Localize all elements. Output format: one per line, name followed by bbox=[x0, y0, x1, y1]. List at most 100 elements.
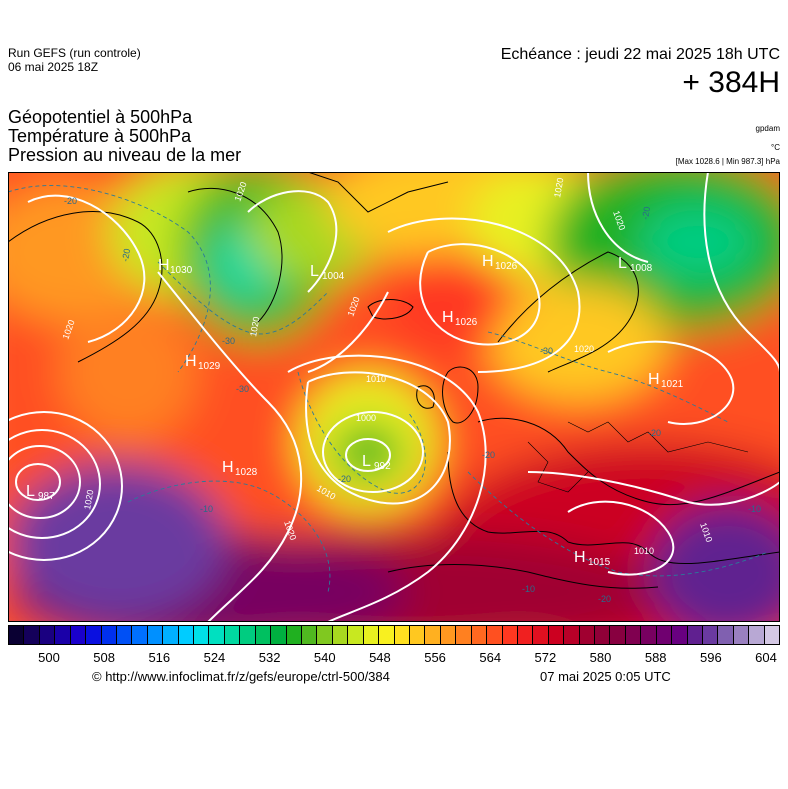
colorbar-cell bbox=[456, 626, 472, 644]
unit-gpdam: gpdam bbox=[755, 124, 780, 133]
colorbar-cell bbox=[209, 626, 225, 644]
colorbar-cell bbox=[101, 626, 117, 644]
temperature-label: -30 bbox=[540, 346, 553, 356]
svg-text:1026: 1026 bbox=[455, 317, 478, 328]
temperature-label: -20 bbox=[648, 428, 661, 438]
colorbar-tick-label: 588 bbox=[644, 650, 667, 665]
colorbar-cell bbox=[517, 626, 534, 644]
pressure-center-low-2: L 1008 bbox=[618, 255, 653, 274]
colorbar-tick-label: 548 bbox=[369, 650, 391, 665]
colorbar-cell bbox=[656, 626, 673, 644]
colorbar-cell bbox=[625, 626, 642, 644]
colorbar-cell bbox=[163, 626, 179, 644]
colorbar-cell bbox=[749, 626, 765, 644]
colorbar-cell bbox=[379, 626, 395, 644]
colorbar-cell bbox=[348, 626, 364, 644]
colorbar-cell bbox=[394, 626, 410, 644]
temperature-label: -30 bbox=[222, 336, 235, 346]
colorbar-cell bbox=[533, 626, 549, 644]
coastlines bbox=[8, 172, 780, 589]
pressure-center-high-6: H 1028 bbox=[222, 459, 258, 478]
temperature-label: -30 bbox=[236, 384, 249, 394]
pressure-center-low-3: L 992 bbox=[362, 453, 391, 472]
colorbar-cell bbox=[471, 626, 488, 644]
colorbar-tick-label: 508 bbox=[93, 650, 115, 665]
source-url: © http://www.infoclimat.fr/z/gefs/europe… bbox=[92, 669, 390, 684]
svg-text:1004: 1004 bbox=[322, 271, 345, 282]
svg-text:L: L bbox=[310, 263, 319, 280]
svg-text:992: 992 bbox=[374, 461, 391, 472]
colorbar-tick-label: 540 bbox=[313, 650, 336, 665]
colorbar-cell bbox=[240, 626, 256, 644]
colorbar-cell bbox=[595, 626, 611, 644]
colorbar-tick-label: 524 bbox=[203, 650, 226, 665]
svg-text:1008: 1008 bbox=[630, 263, 653, 274]
colorbar-tick-label: 556 bbox=[424, 650, 446, 665]
colorbar-cell bbox=[255, 626, 272, 644]
geopotential-field bbox=[8, 172, 780, 622]
forecast-hour: + 384H bbox=[682, 66, 780, 99]
colorbar-cell bbox=[363, 626, 380, 644]
colorbar-cell bbox=[178, 626, 195, 644]
forecast-valid-time: Echéance : jeudi 22 mai 2025 18h UTC bbox=[500, 46, 780, 63]
weather-map: H 1030 L 1004 H 1026 H 1026 L 1008 H 1029 H 102… bbox=[8, 172, 780, 622]
colorbar-cell bbox=[39, 626, 56, 644]
svg-text:H: H bbox=[648, 371, 660, 388]
colorbar-cell bbox=[702, 626, 719, 644]
colorbar-cell bbox=[194, 626, 210, 644]
colorbar-cell bbox=[733, 626, 750, 644]
colorbar-cell bbox=[70, 626, 87, 644]
temperature-label: -20 bbox=[120, 248, 132, 263]
colorbar-tick-label: 564 bbox=[479, 650, 502, 665]
temperature-label: -10 bbox=[200, 504, 213, 514]
isobar-label: 1020 bbox=[82, 489, 95, 510]
title-pressure: Pression au niveau de la mer bbox=[8, 145, 242, 165]
colorbar-cell bbox=[425, 626, 441, 644]
colorbar-cell bbox=[610, 626, 626, 644]
colorbar-cell bbox=[317, 626, 333, 644]
colorbar-cell bbox=[641, 626, 657, 644]
temperature-contours bbox=[8, 185, 769, 593]
colorbar-cell bbox=[116, 626, 133, 644]
colorbar-cell bbox=[9, 626, 25, 644]
title-temperature: Température à 500hPa bbox=[8, 126, 192, 146]
svg-text:H: H bbox=[442, 309, 454, 326]
colorbar-tick-label: 596 bbox=[699, 650, 722, 665]
colorbar-tick-label: 500 bbox=[38, 650, 60, 665]
pressure-center-high-7: H 1015 bbox=[574, 549, 611, 568]
colorbar-cell bbox=[302, 626, 318, 644]
colorbar-cell bbox=[147, 626, 164, 644]
svg-text:H: H bbox=[158, 257, 170, 274]
svg-text:1030: 1030 bbox=[170, 265, 193, 276]
run-model: Run GEFS (run controle) bbox=[8, 46, 141, 60]
temperature-label: -20 bbox=[338, 474, 351, 484]
run-info: Run GEFS (run controle) 06 mai 2025 18Z bbox=[8, 46, 141, 74]
isobar-label: 1010 bbox=[634, 546, 654, 556]
pressure-center-high-4: H 1029 bbox=[185, 353, 221, 372]
pressure-center-high-2: H 1026 bbox=[482, 253, 518, 272]
temperature-label: -20 bbox=[64, 196, 77, 206]
colorbar-cell bbox=[440, 626, 457, 644]
svg-text:987: 987 bbox=[38, 491, 55, 502]
pressure-center-high-1: H 1030 bbox=[158, 257, 193, 276]
svg-text:L: L bbox=[362, 453, 371, 470]
colorbar-tick-label: 580 bbox=[589, 650, 612, 665]
temperature-labels: -20 -20 -30 -30 -30 -20 -20 -20 -10 -10 … bbox=[64, 196, 761, 604]
isobars bbox=[8, 172, 780, 622]
colorbar-tick-label: 604 bbox=[755, 650, 777, 665]
colorbar-cell bbox=[672, 626, 688, 644]
svg-text:1026: 1026 bbox=[495, 261, 518, 272]
colorbar-cell bbox=[132, 626, 148, 644]
colorbar-cell bbox=[487, 626, 503, 644]
colorbar-tick-label: 572 bbox=[534, 650, 557, 665]
colorbar-cell bbox=[224, 626, 241, 644]
svg-text:1029: 1029 bbox=[198, 361, 221, 372]
isobar-label: 1020 bbox=[248, 316, 261, 337]
temperature-label: -20 bbox=[482, 450, 495, 460]
svg-text:1028: 1028 bbox=[235, 467, 258, 478]
temperature-label: -20 bbox=[640, 206, 652, 221]
colorbar-cell bbox=[409, 626, 426, 644]
pressure-centers: H 1030 L 1004 H 1026 H 1026 L 1008 H 1029 H 102… bbox=[26, 253, 684, 568]
isobar-label: 1010 bbox=[366, 374, 386, 384]
svg-text:H: H bbox=[222, 459, 234, 476]
